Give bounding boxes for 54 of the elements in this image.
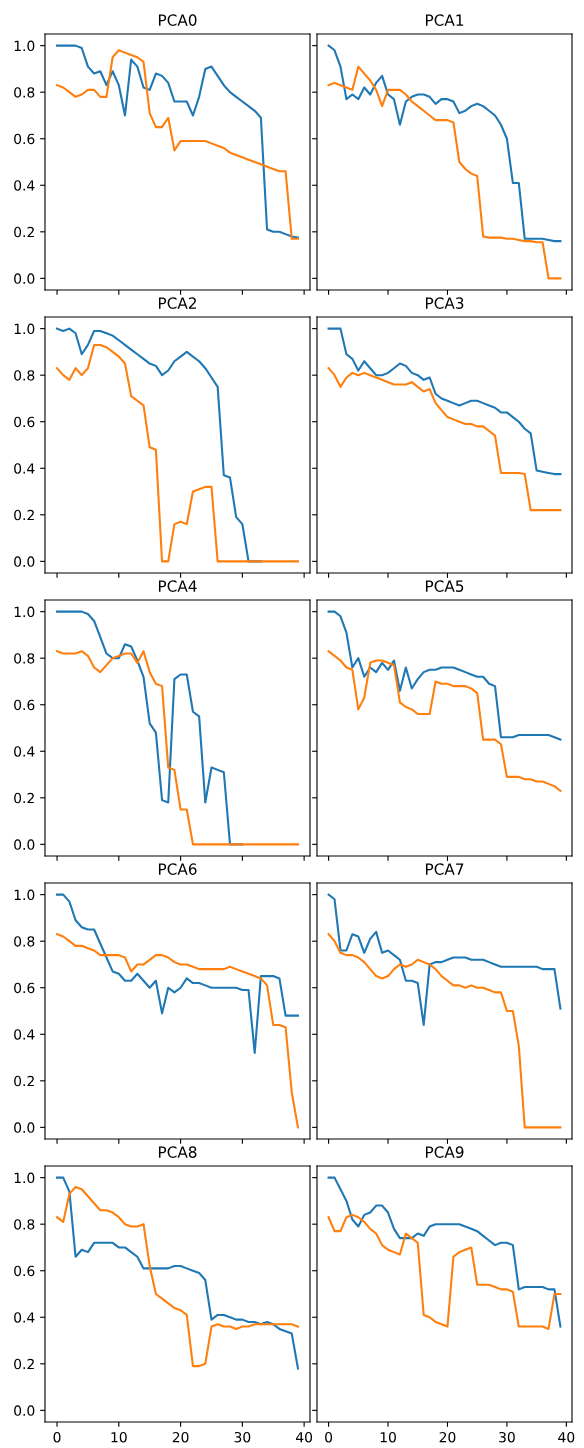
x-tick-label: 40 (558, 1431, 575, 1443)
y-tick-label: 0.0 (14, 273, 35, 284)
line-series (56, 343, 299, 563)
x-tick-label: 30 (234, 1431, 251, 1443)
y-tick-label: 0.8 (14, 370, 35, 381)
y-tick-label: 0.2 (14, 1075, 34, 1087)
line-series (56, 893, 299, 1054)
y-tick-label: 0.0 (14, 1122, 35, 1133)
chart-title: PCA4 (158, 580, 197, 592)
x-tick-label: 10 (380, 1431, 396, 1443)
y-tick-label: 0.6 (14, 982, 35, 994)
x-tick-label: 40 (295, 1431, 313, 1443)
x-tick-label: 30 (499, 1431, 515, 1443)
y-tick-label: 1.0 (14, 40, 35, 52)
y-tick-label: 1.0 (14, 323, 35, 335)
chart-title: PCA1 (425, 14, 464, 26)
y-tick-label: 0.2 (14, 792, 34, 804)
x-tick-label: 0 (325, 1431, 333, 1443)
y-tick-label: 1.0 (14, 889, 35, 901)
x-tick-label: 20 (439, 1431, 456, 1443)
x-tick-label: 10 (111, 1431, 127, 1443)
y-tick-label: 0.8 (14, 936, 35, 947)
y-tick-label: 0.6 (14, 1265, 35, 1277)
chart-title: PCA0 (158, 14, 197, 26)
line-series (56, 650, 299, 846)
x-tick-label: 0 (53, 1431, 61, 1443)
y-tick-label: 0.6 (14, 133, 35, 145)
chart-title: PCA5 (425, 580, 464, 592)
y-tick-label: 0.4 (14, 746, 35, 757)
y-tick-label: 0.2 (14, 509, 34, 521)
chart-title: PCA9 (425, 1146, 464, 1158)
y-tick-label: 0.6 (14, 699, 35, 711)
y-tick-label: 1.0 (14, 606, 35, 618)
y-tick-label: 0.0 (14, 839, 35, 850)
y-tick-label: 0.6 (14, 416, 35, 428)
y-tick-label: 0.4 (14, 1312, 35, 1323)
y-tick-label: 0.8 (14, 653, 35, 664)
line-series (56, 933, 299, 1129)
x-tick-label: 20 (172, 1431, 189, 1443)
y-tick-label: 0.2 (14, 1358, 34, 1370)
chart-title: PCA8 (158, 1146, 197, 1158)
y-tick-label: 0.4 (14, 463, 35, 474)
y-tick-label: 0.0 (14, 556, 35, 567)
y-tick-label: 0.8 (14, 87, 35, 98)
y-tick-label: 0.8 (14, 1219, 35, 1230)
chart-title: PCA7 (425, 863, 464, 875)
y-tick-label: 0.4 (14, 1029, 35, 1040)
chart-title: PCA6 (158, 863, 197, 875)
chart-title: PCA3 (425, 297, 464, 309)
y-tick-label: 0.0 (14, 1405, 35, 1416)
y-tick-label: 1.0 (14, 1172, 35, 1184)
chart-title: PCA2 (158, 297, 196, 309)
y-tick-label: 0.2 (14, 226, 34, 238)
y-tick-label: 0.4 (14, 180, 35, 191)
